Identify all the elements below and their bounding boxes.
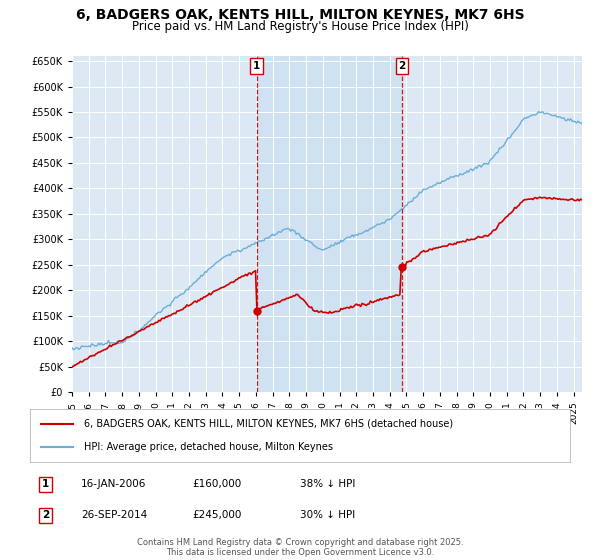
Text: 26-SEP-2014: 26-SEP-2014 xyxy=(81,510,147,520)
Text: £160,000: £160,000 xyxy=(192,479,241,489)
Text: 38% ↓ HPI: 38% ↓ HPI xyxy=(300,479,355,489)
Text: Contains HM Land Registry data © Crown copyright and database right 2025.
This d: Contains HM Land Registry data © Crown c… xyxy=(137,538,463,557)
Text: 2: 2 xyxy=(42,510,49,520)
Text: 1: 1 xyxy=(253,61,260,71)
Text: 6, BADGERS OAK, KENTS HILL, MILTON KEYNES, MK7 6HS: 6, BADGERS OAK, KENTS HILL, MILTON KEYNE… xyxy=(76,8,524,22)
Text: 2: 2 xyxy=(398,61,406,71)
Text: Price paid vs. HM Land Registry's House Price Index (HPI): Price paid vs. HM Land Registry's House … xyxy=(131,20,469,32)
Text: 30% ↓ HPI: 30% ↓ HPI xyxy=(300,510,355,520)
Bar xyxy=(257,56,402,392)
Text: HPI: Average price, detached house, Milton Keynes: HPI: Average price, detached house, Milt… xyxy=(84,442,333,452)
Text: £245,000: £245,000 xyxy=(192,510,241,520)
Text: 6, BADGERS OAK, KENTS HILL, MILTON KEYNES, MK7 6HS (detached house): 6, BADGERS OAK, KENTS HILL, MILTON KEYNE… xyxy=(84,419,453,429)
Text: 1: 1 xyxy=(42,479,49,489)
Text: 16-JAN-2006: 16-JAN-2006 xyxy=(81,479,146,489)
